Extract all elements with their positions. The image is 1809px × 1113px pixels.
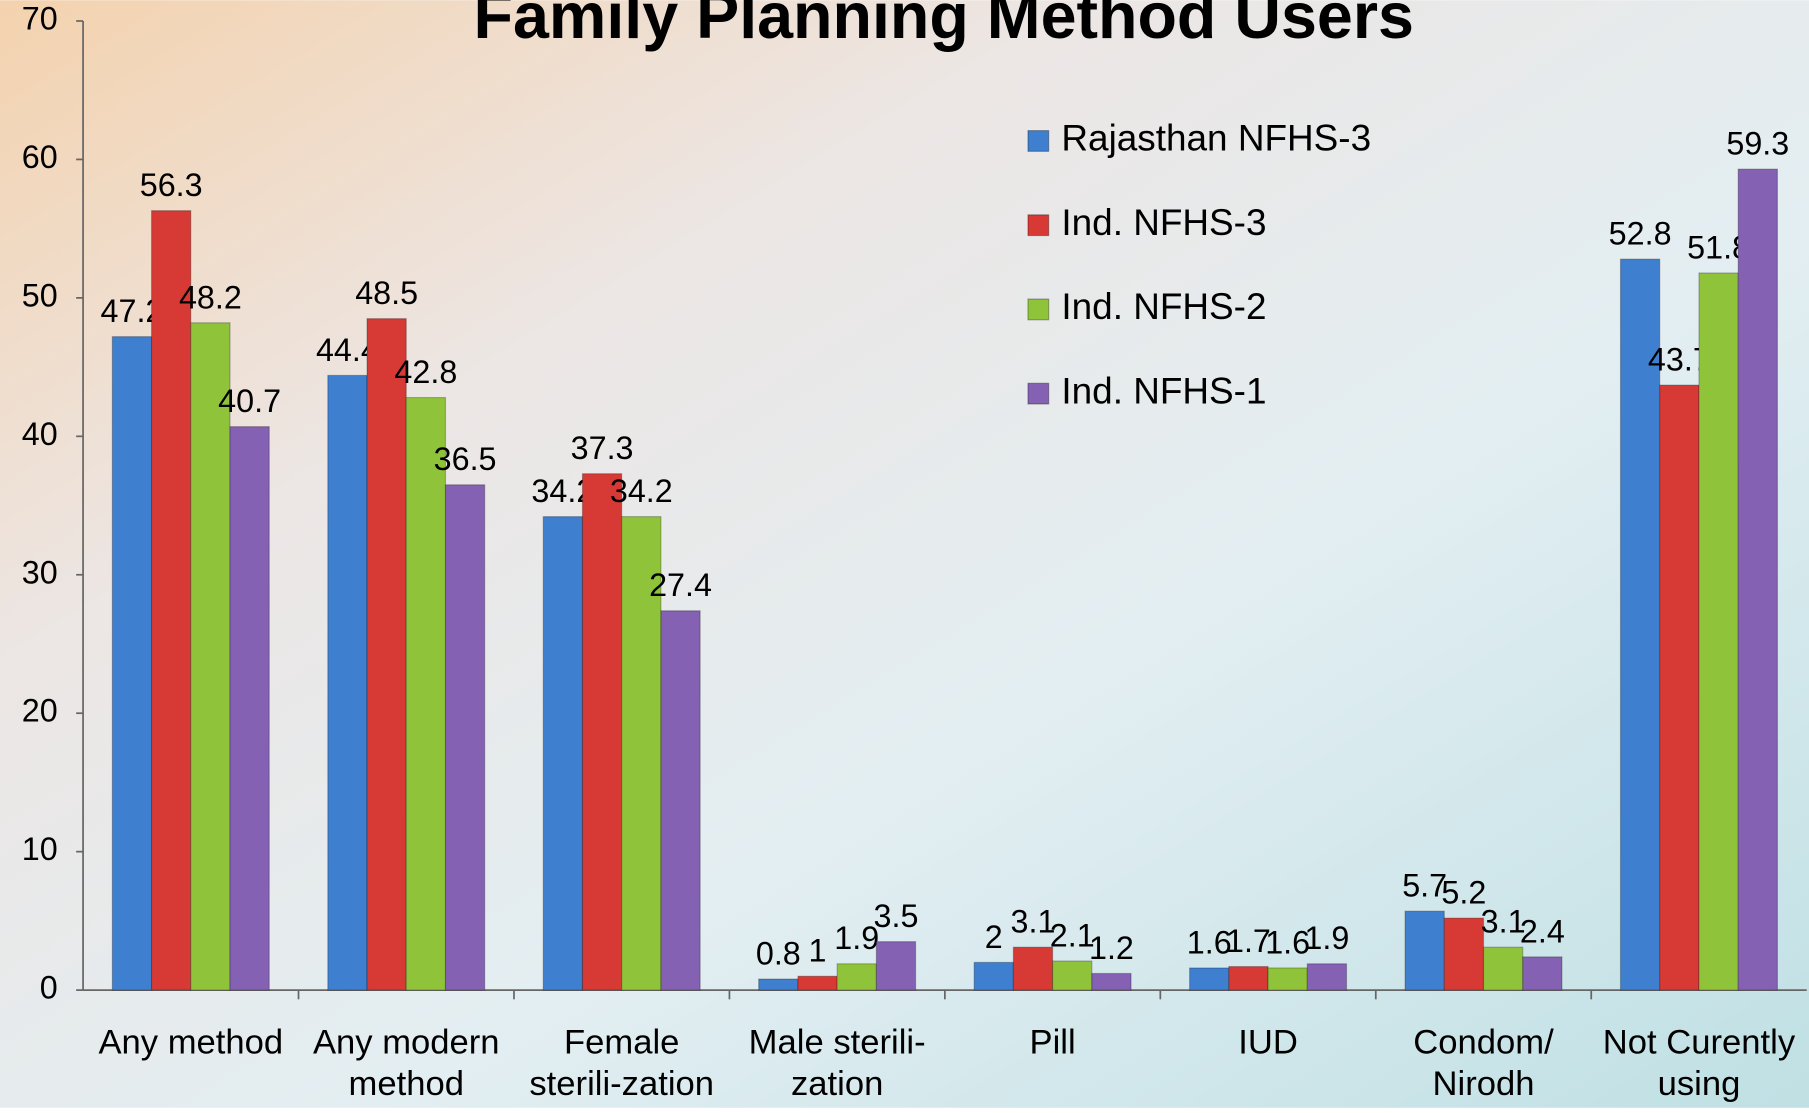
bar [1523, 957, 1562, 990]
x-tick-label-box: Female sterili-zation [514, 1022, 729, 1108]
data-label: 52.8 [1609, 216, 1672, 252]
data-label: 1.6 [1187, 924, 1232, 960]
bar [367, 319, 406, 990]
chart-title: Family Planning Method Users [474, 0, 1414, 52]
x-tick-label-box: Any method [83, 1022, 298, 1108]
x-tick-label: Male sterili-zation [729, 1022, 944, 1105]
legend-swatch [1028, 215, 1049, 236]
data-label: 42.8 [394, 354, 457, 390]
legend-label: Rajasthan NFHS-3 [1061, 118, 1371, 159]
data-label: 2.1 [1050, 917, 1095, 953]
bar [1190, 968, 1229, 990]
data-label: 3.1 [1481, 904, 1526, 940]
bar [1699, 273, 1738, 990]
x-tick-label-box: Not Curently using [1591, 1022, 1806, 1108]
bar [1738, 169, 1777, 990]
y-tick-label: 10 [22, 831, 58, 867]
x-tick-label-box: Condom/ Nirodh [1376, 1022, 1591, 1108]
bar [582, 474, 621, 990]
y-tick-label: 30 [22, 554, 58, 590]
bar [661, 611, 700, 990]
data-label: 37.3 [571, 430, 634, 466]
chart: Family Planning Method Users 0 10 20 30 40 50… [0, 0, 1809, 1108]
x-tick-label: IUD [1160, 1022, 1375, 1064]
data-label: 1.9 [1304, 920, 1349, 956]
data-label: 1.2 [1089, 930, 1134, 966]
data-label: 3.5 [874, 898, 919, 934]
legend-swatch [1028, 383, 1049, 404]
y-tick-label: 50 [22, 277, 58, 313]
bar [445, 485, 484, 990]
bar [1444, 918, 1483, 990]
data-label: 48.5 [355, 275, 418, 311]
x-tick-label-box: Pill [945, 1022, 1160, 1108]
x-tick-label: Condom/ Nirodh [1376, 1022, 1591, 1105]
bar [1053, 961, 1092, 990]
data-label: 2 [985, 919, 1003, 955]
data-label: 1.9 [834, 920, 879, 956]
bar [974, 962, 1013, 990]
legend-label: Ind. NFHS-2 [1061, 286, 1266, 327]
y-tick-label: 0 [40, 970, 58, 1006]
x-tick-label: Any modern method [299, 1022, 514, 1105]
bar [798, 976, 837, 990]
bar [230, 427, 269, 990]
y-tick-label: 60 [22, 139, 58, 175]
bar [876, 942, 915, 990]
legend-swatch [1028, 299, 1049, 320]
legend-label: Ind. NFHS-1 [1061, 370, 1266, 411]
bar [1660, 385, 1699, 990]
data-label: 48.2 [179, 279, 242, 315]
x-tick-label: Pill [945, 1022, 1160, 1064]
data-label: 5.2 [1441, 875, 1486, 911]
x-tick-label: Any method [83, 1022, 298, 1064]
bar [152, 211, 191, 990]
data-label: 40.7 [218, 383, 281, 419]
bar [759, 979, 798, 990]
y-tick-label: 40 [22, 416, 58, 452]
data-label: 1 [809, 933, 827, 969]
data-label: 2.4 [1520, 913, 1565, 949]
legend-label: Ind. NFHS-3 [1061, 202, 1266, 243]
data-label: 0.8 [756, 935, 801, 971]
data-label: 1.6 [1265, 924, 1310, 960]
x-tick-label-box: Any modern method [299, 1022, 514, 1108]
data-label: 36.5 [434, 441, 497, 477]
bar [406, 398, 445, 991]
bar [112, 337, 151, 990]
data-label: 5.7 [1402, 868, 1447, 904]
bar [1013, 947, 1052, 990]
bar [328, 375, 367, 990]
x-tick-label-box: Male sterili-zation [729, 1022, 944, 1108]
bar [1484, 947, 1523, 990]
y-tick-label: 70 [22, 1, 58, 37]
x-tick-label: Not Curently using [1591, 1022, 1806, 1105]
data-label: 27.4 [649, 567, 712, 603]
data-label: 3.1 [1011, 904, 1056, 940]
y-tick-label: 20 [22, 693, 58, 729]
page: Family Planning Method Users 0 10 20 30 40 50… [0, 0, 1809, 1113]
bar [1268, 968, 1307, 990]
x-tick-label-box: IUD [1160, 1022, 1375, 1108]
bar [543, 517, 582, 990]
legend-swatch [1028, 131, 1049, 152]
bar [1405, 911, 1444, 990]
data-label: 34.2 [610, 473, 673, 509]
bar [837, 964, 876, 990]
data-label: 59.3 [1726, 126, 1789, 162]
bar [1092, 973, 1131, 990]
bar [1307, 964, 1346, 990]
bar [1229, 967, 1268, 991]
data-label: 56.3 [140, 167, 203, 203]
data-label: 1.7 [1226, 923, 1271, 959]
bar [191, 323, 230, 990]
x-tick-label: Female sterili-zation [514, 1022, 729, 1105]
